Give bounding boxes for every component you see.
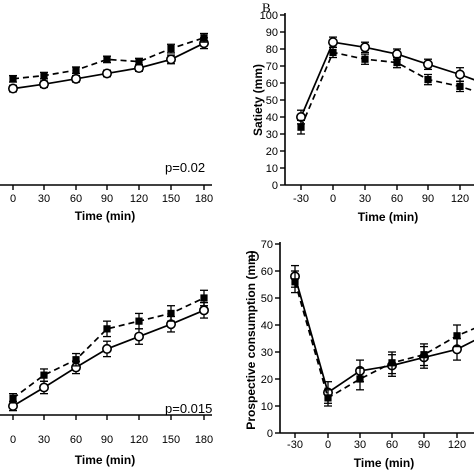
y-tick-label: 90 <box>266 27 278 39</box>
p-value-annotation: p=0.02 <box>165 160 205 175</box>
x-tick-label: -30 <box>287 439 303 451</box>
x-tick-label: 60 <box>386 439 398 451</box>
y-tick-label: 50 <box>261 293 273 305</box>
x-tick-label: 120 <box>130 193 148 205</box>
data-point-filled-square <box>420 351 428 359</box>
data-point-filled-square <box>388 359 396 367</box>
data-point-open-circle <box>38 382 49 393</box>
data-point-filled-square <box>40 72 48 80</box>
y-tick-label: 0 <box>267 428 273 440</box>
x-tick-label: 30 <box>359 193 371 205</box>
series-line-open-circle <box>300 41 474 118</box>
y-tick-label: 10 <box>266 163 278 175</box>
panel-letter: D <box>250 249 259 264</box>
x-tick-label: 60 <box>70 434 82 446</box>
data-point-filled-square <box>361 55 369 63</box>
x-tick-label: 180 <box>195 434 213 446</box>
data-point-open-circle <box>102 343 113 354</box>
data-point-open-circle <box>134 331 145 342</box>
data-point-filled-square <box>297 123 305 131</box>
data-point-filled-square <box>72 66 80 74</box>
x-tick-label: -30 <box>293 193 309 205</box>
series-line-filled-square <box>300 51 474 128</box>
p-value-annotation: p=0.015 <box>165 401 212 416</box>
data-point-filled-square <box>9 394 17 402</box>
y-tick-label: 40 <box>266 112 278 124</box>
x-axis-label: Time (min) <box>75 209 135 223</box>
y-tick-label: 70 <box>261 239 273 251</box>
data-point-filled-square <box>103 55 111 63</box>
x-tick-label: 30 <box>38 434 50 446</box>
x-axis-label: Time (min) <box>354 456 414 470</box>
data-point-filled-square <box>135 57 143 66</box>
y-tick-label: 30 <box>266 129 278 141</box>
data-point-filled-square <box>291 278 299 286</box>
data-point-open-circle <box>102 68 113 79</box>
panel-letter: B <box>262 0 271 15</box>
data-point-filled-square <box>324 394 332 402</box>
x-tick-label: 60 <box>70 193 82 205</box>
data-point-filled-square <box>135 317 143 325</box>
data-point-open-circle <box>327 37 338 48</box>
y-tick-label: 20 <box>261 374 273 386</box>
data-point-open-circle <box>422 59 433 70</box>
y-tick-label: 100 <box>260 10 278 22</box>
x-tick-label: 150 <box>162 434 180 446</box>
x-tick-label: 120 <box>130 434 148 446</box>
data-point-open-circle <box>199 305 210 316</box>
data-point-filled-square <box>356 375 364 383</box>
x-tick-label: 90 <box>101 193 113 205</box>
data-point-filled-square <box>200 34 208 42</box>
data-point-filled-square <box>453 332 461 340</box>
data-point-open-circle <box>8 83 18 94</box>
x-tick-label: 150 <box>162 193 180 205</box>
data-point-filled-square <box>393 59 401 67</box>
data-point-filled-square <box>9 75 17 83</box>
y-tick-label: 20 <box>266 146 278 158</box>
data-point-filled-square <box>167 309 175 318</box>
x-tick-label: 0 <box>10 434 16 446</box>
data-point-filled-square <box>456 82 464 90</box>
x-tick-label: 0 <box>325 439 331 451</box>
x-tick-label: 0 <box>10 193 16 205</box>
y-tick-label: 70 <box>266 61 278 73</box>
data-point-open-circle <box>38 79 49 90</box>
x-tick-label: 90 <box>422 193 434 205</box>
y-tick-label: 10 <box>261 401 273 413</box>
x-tick-label: 60 <box>391 193 403 205</box>
x-tick-label: 180 <box>195 193 213 205</box>
data-point-open-circle <box>359 42 370 53</box>
x-tick-label: 90 <box>101 434 113 446</box>
x-tick-label: 0 <box>330 193 336 205</box>
data-point-open-circle <box>454 69 465 80</box>
x-tick-label: 30 <box>354 439 366 451</box>
x-tick-label: 120 <box>448 439 466 451</box>
y-tick-label: 30 <box>261 347 273 359</box>
data-point-open-circle <box>166 54 177 65</box>
data-point-filled-square <box>167 45 175 53</box>
y-axis-label: Prospective consumption (mm) <box>244 250 258 429</box>
y-tick-label: 50 <box>266 95 278 107</box>
data-point-filled-square <box>424 76 432 84</box>
data-point-filled-square <box>200 294 208 302</box>
y-tick-label: 60 <box>266 78 278 90</box>
y-axis-label: Satiety (mm) <box>251 64 265 136</box>
y-tick-label: 40 <box>261 320 273 332</box>
y-tick-label: 0 <box>272 180 278 192</box>
series-line-filled-square <box>294 281 474 400</box>
x-axis-label: Time (min) <box>358 210 418 224</box>
data-point-filled-square <box>103 325 111 333</box>
y-tick-label: 60 <box>261 266 273 278</box>
y-tick-label: 80 <box>266 44 278 56</box>
series-line-open-circle <box>294 276 474 394</box>
x-tick-label: 120 <box>451 193 469 205</box>
x-tick-label: 90 <box>418 439 430 451</box>
x-tick-label: 30 <box>38 193 50 205</box>
data-point-open-circle <box>71 73 82 84</box>
data-point-filled-square <box>72 356 80 364</box>
data-point-filled-square <box>329 48 337 56</box>
data-point-filled-square <box>40 371 48 379</box>
x-axis-label: Time (min) <box>75 453 135 467</box>
